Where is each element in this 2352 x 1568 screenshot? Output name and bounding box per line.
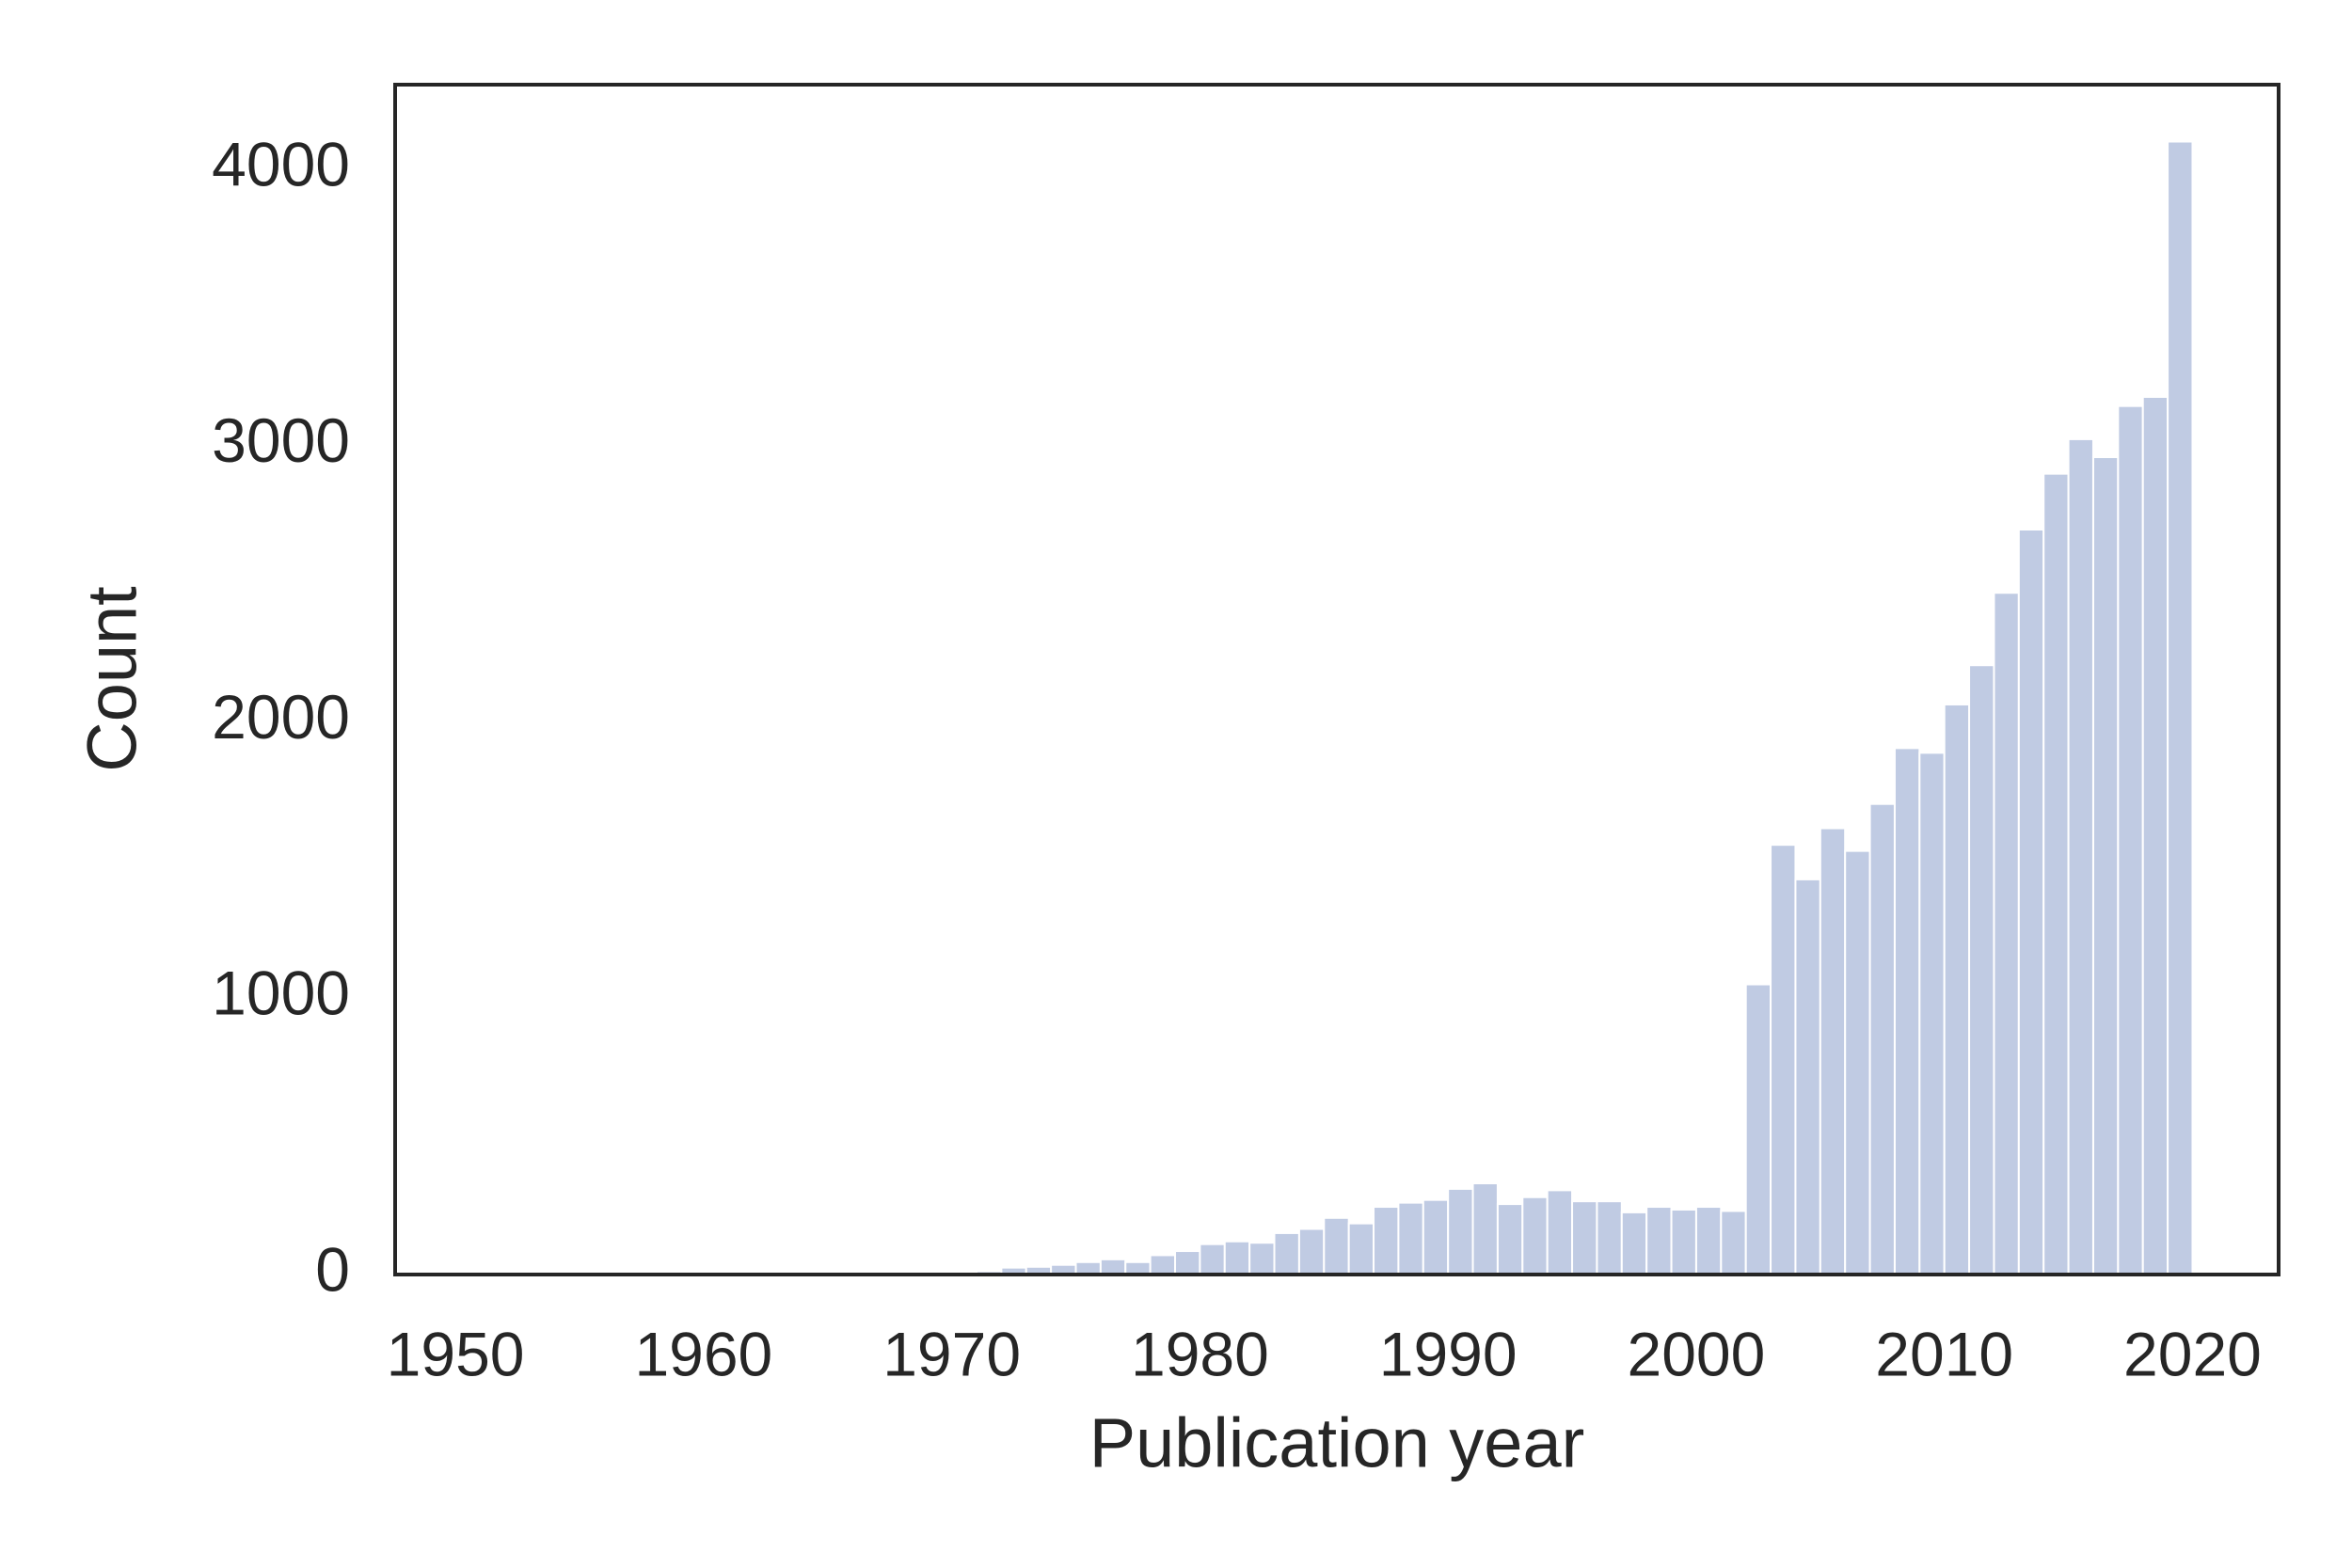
bar — [1347, 1222, 1375, 1275]
bar — [1199, 1243, 1226, 1275]
x-tick-label: 1980 — [1131, 1319, 1269, 1388]
bar — [2167, 140, 2194, 1276]
bar — [1844, 849, 1871, 1275]
x-tick-label: 2000 — [1628, 1319, 1766, 1388]
bar — [1893, 747, 1921, 1275]
x-tick-label: 2020 — [2123, 1319, 2262, 1388]
bar — [1397, 1201, 1424, 1275]
bar — [2117, 404, 2144, 1275]
bar — [1943, 703, 1971, 1275]
y-axis-label: Count — [73, 586, 151, 772]
bar — [1819, 827, 1847, 1276]
bar — [1596, 1200, 1623, 1275]
bar — [1868, 802, 1896, 1276]
bar — [1770, 844, 1797, 1275]
y-tick-label: 1000 — [212, 958, 350, 1028]
bar — [1373, 1206, 1400, 1276]
bar — [1149, 1254, 1177, 1275]
plot-area — [454, 140, 2194, 1276]
y-tick-label: 0 — [315, 1234, 350, 1304]
bar — [2141, 395, 2169, 1275]
bar — [1694, 1206, 1723, 1276]
x-tick-label: 1960 — [634, 1319, 772, 1388]
bar — [1496, 1203, 1524, 1275]
x-tick-label: 1950 — [387, 1319, 525, 1388]
bar — [1571, 1200, 1598, 1275]
bar — [2017, 528, 2045, 1275]
x-axis-label: Publication year — [1089, 1404, 1585, 1482]
bar — [1223, 1240, 1251, 1275]
bar — [1099, 1258, 1127, 1275]
bar — [1248, 1242, 1276, 1275]
x-tick-label: 1990 — [1379, 1319, 1518, 1388]
bar — [1546, 1189, 1574, 1276]
x-tick-label: 1970 — [882, 1319, 1021, 1388]
bar — [1174, 1250, 1201, 1276]
y-tick-label: 3000 — [212, 405, 350, 475]
bar — [1968, 664, 1995, 1275]
bar — [1993, 592, 2020, 1275]
y-tick-label: 2000 — [212, 682, 350, 752]
bar — [2091, 456, 2120, 1276]
bar — [1323, 1216, 1350, 1275]
bar — [1297, 1227, 1326, 1276]
y-tick-label: 4000 — [212, 129, 350, 198]
bar — [1620, 1211, 1648, 1276]
x-tick-label: 2010 — [1875, 1319, 2013, 1388]
bar — [1744, 983, 1772, 1275]
bar — [1720, 1210, 1747, 1276]
bar — [2067, 437, 2094, 1275]
bar — [1645, 1206, 1673, 1276]
bar — [1422, 1198, 1450, 1275]
bar — [1273, 1231, 1300, 1276]
bar — [1670, 1208, 1697, 1276]
axes-frame — [393, 83, 2280, 1276]
bar — [1794, 878, 1821, 1275]
bar — [2042, 472, 2070, 1275]
bar — [1918, 752, 1946, 1275]
bar — [1521, 1196, 1549, 1275]
bar — [1471, 1182, 1499, 1275]
bar — [1447, 1187, 1474, 1276]
